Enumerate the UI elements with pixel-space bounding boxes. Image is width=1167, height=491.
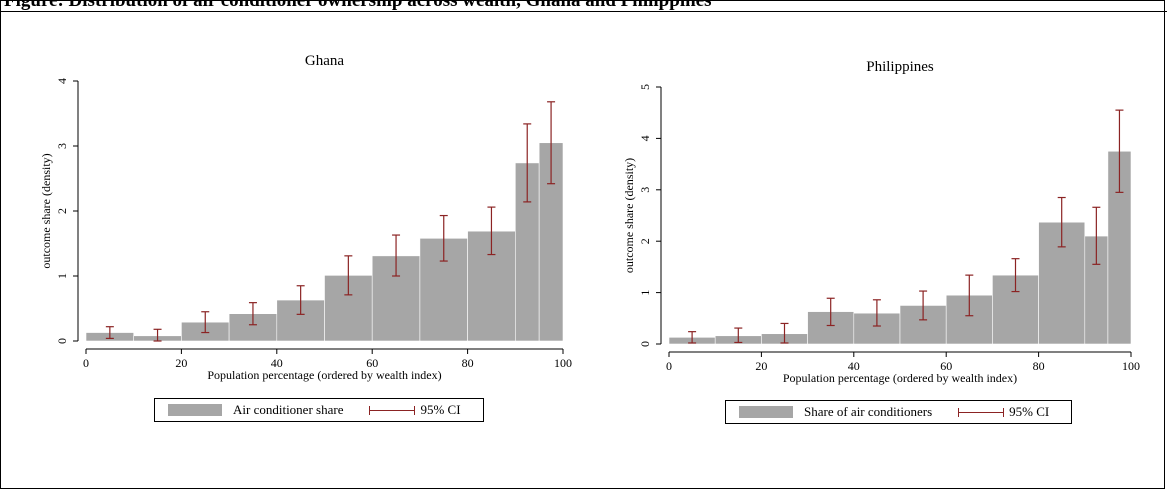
- figure-caption: Figure: Distribution of air conditioner …: [4, 0, 712, 11]
- bar-legend-swatch: [168, 404, 222, 416]
- x-axis-label: Population percentage (ordered by wealth…: [783, 371, 1017, 385]
- bar-legend-swatch: [739, 406, 793, 418]
- ci-legend-label: 95% CI: [420, 402, 461, 417]
- ci-legend-marker: [958, 407, 1005, 417]
- x-tick-label-3: 60: [366, 356, 378, 370]
- x-tick-label-4: 80: [462, 356, 474, 370]
- x-axis-label: Population percentage (ordered by wealth…: [207, 368, 441, 382]
- ci-legend-marker: [369, 405, 416, 415]
- x-tick-label-1: 20: [175, 356, 187, 370]
- bar-4: [853, 312, 901, 345]
- y-tick-label-0: 0: [638, 341, 652, 347]
- x-tick-label-5: 100: [554, 356, 572, 370]
- y-axis-label: outcome share (density): [39, 153, 53, 268]
- x-tick-label-3: 60: [940, 359, 952, 373]
- ghana-legend: Air conditioner share 95% CI: [154, 398, 484, 422]
- y-axis-label: outcome share (density): [622, 158, 636, 273]
- bar-legend-label: Share of air conditioners: [804, 404, 933, 419]
- y-tick-label-1: 1: [638, 290, 652, 296]
- y-tick-label-0: 0: [55, 338, 69, 344]
- caption-divider: [0, 11, 1167, 12]
- x-tick-label-2: 40: [271, 356, 283, 370]
- philippines-legend: Share of air conditioners 95% CI: [725, 400, 1072, 424]
- y-tick-label-1: 1: [55, 273, 69, 279]
- x-tick-label-1: 20: [755, 359, 767, 373]
- x-tick-label-0: 0: [83, 356, 89, 370]
- ci-legend-label: 95% CI: [1009, 404, 1050, 419]
- x-tick-label-5: 100: [1122, 359, 1140, 373]
- bar-legend-label: Air conditioner share: [233, 402, 344, 417]
- chart-title: Philippines: [866, 60, 934, 75]
- x-tick-label-4: 80: [1033, 359, 1045, 373]
- philippines-chart: Philippines 0 20 40 60 80 100 0 1 2 3 4 5 Population …: [622, 60, 1140, 385]
- caption-strip: Figure: Distribution of air conditioner …: [0, 0, 1167, 12]
- y-tick-label-4: 4: [638, 135, 652, 141]
- chart-title: Ghana: [305, 53, 344, 69]
- x-tick-label-0: 0: [666, 359, 672, 373]
- x-tick-label-2: 40: [848, 359, 860, 373]
- y-tick-label-4: 4: [55, 78, 69, 84]
- y-tick-label-2: 2: [55, 208, 69, 214]
- y-tick-label-3: 3: [55, 143, 69, 149]
- y-tick-label-5: 5: [638, 84, 652, 90]
- y-tick-label-2: 2: [638, 238, 652, 244]
- ghana-chart: Ghana 0 20 40 60 80 100 0 1 2 3 4 Population percent…: [39, 53, 572, 382]
- y-tick-label-3: 3: [638, 187, 652, 193]
